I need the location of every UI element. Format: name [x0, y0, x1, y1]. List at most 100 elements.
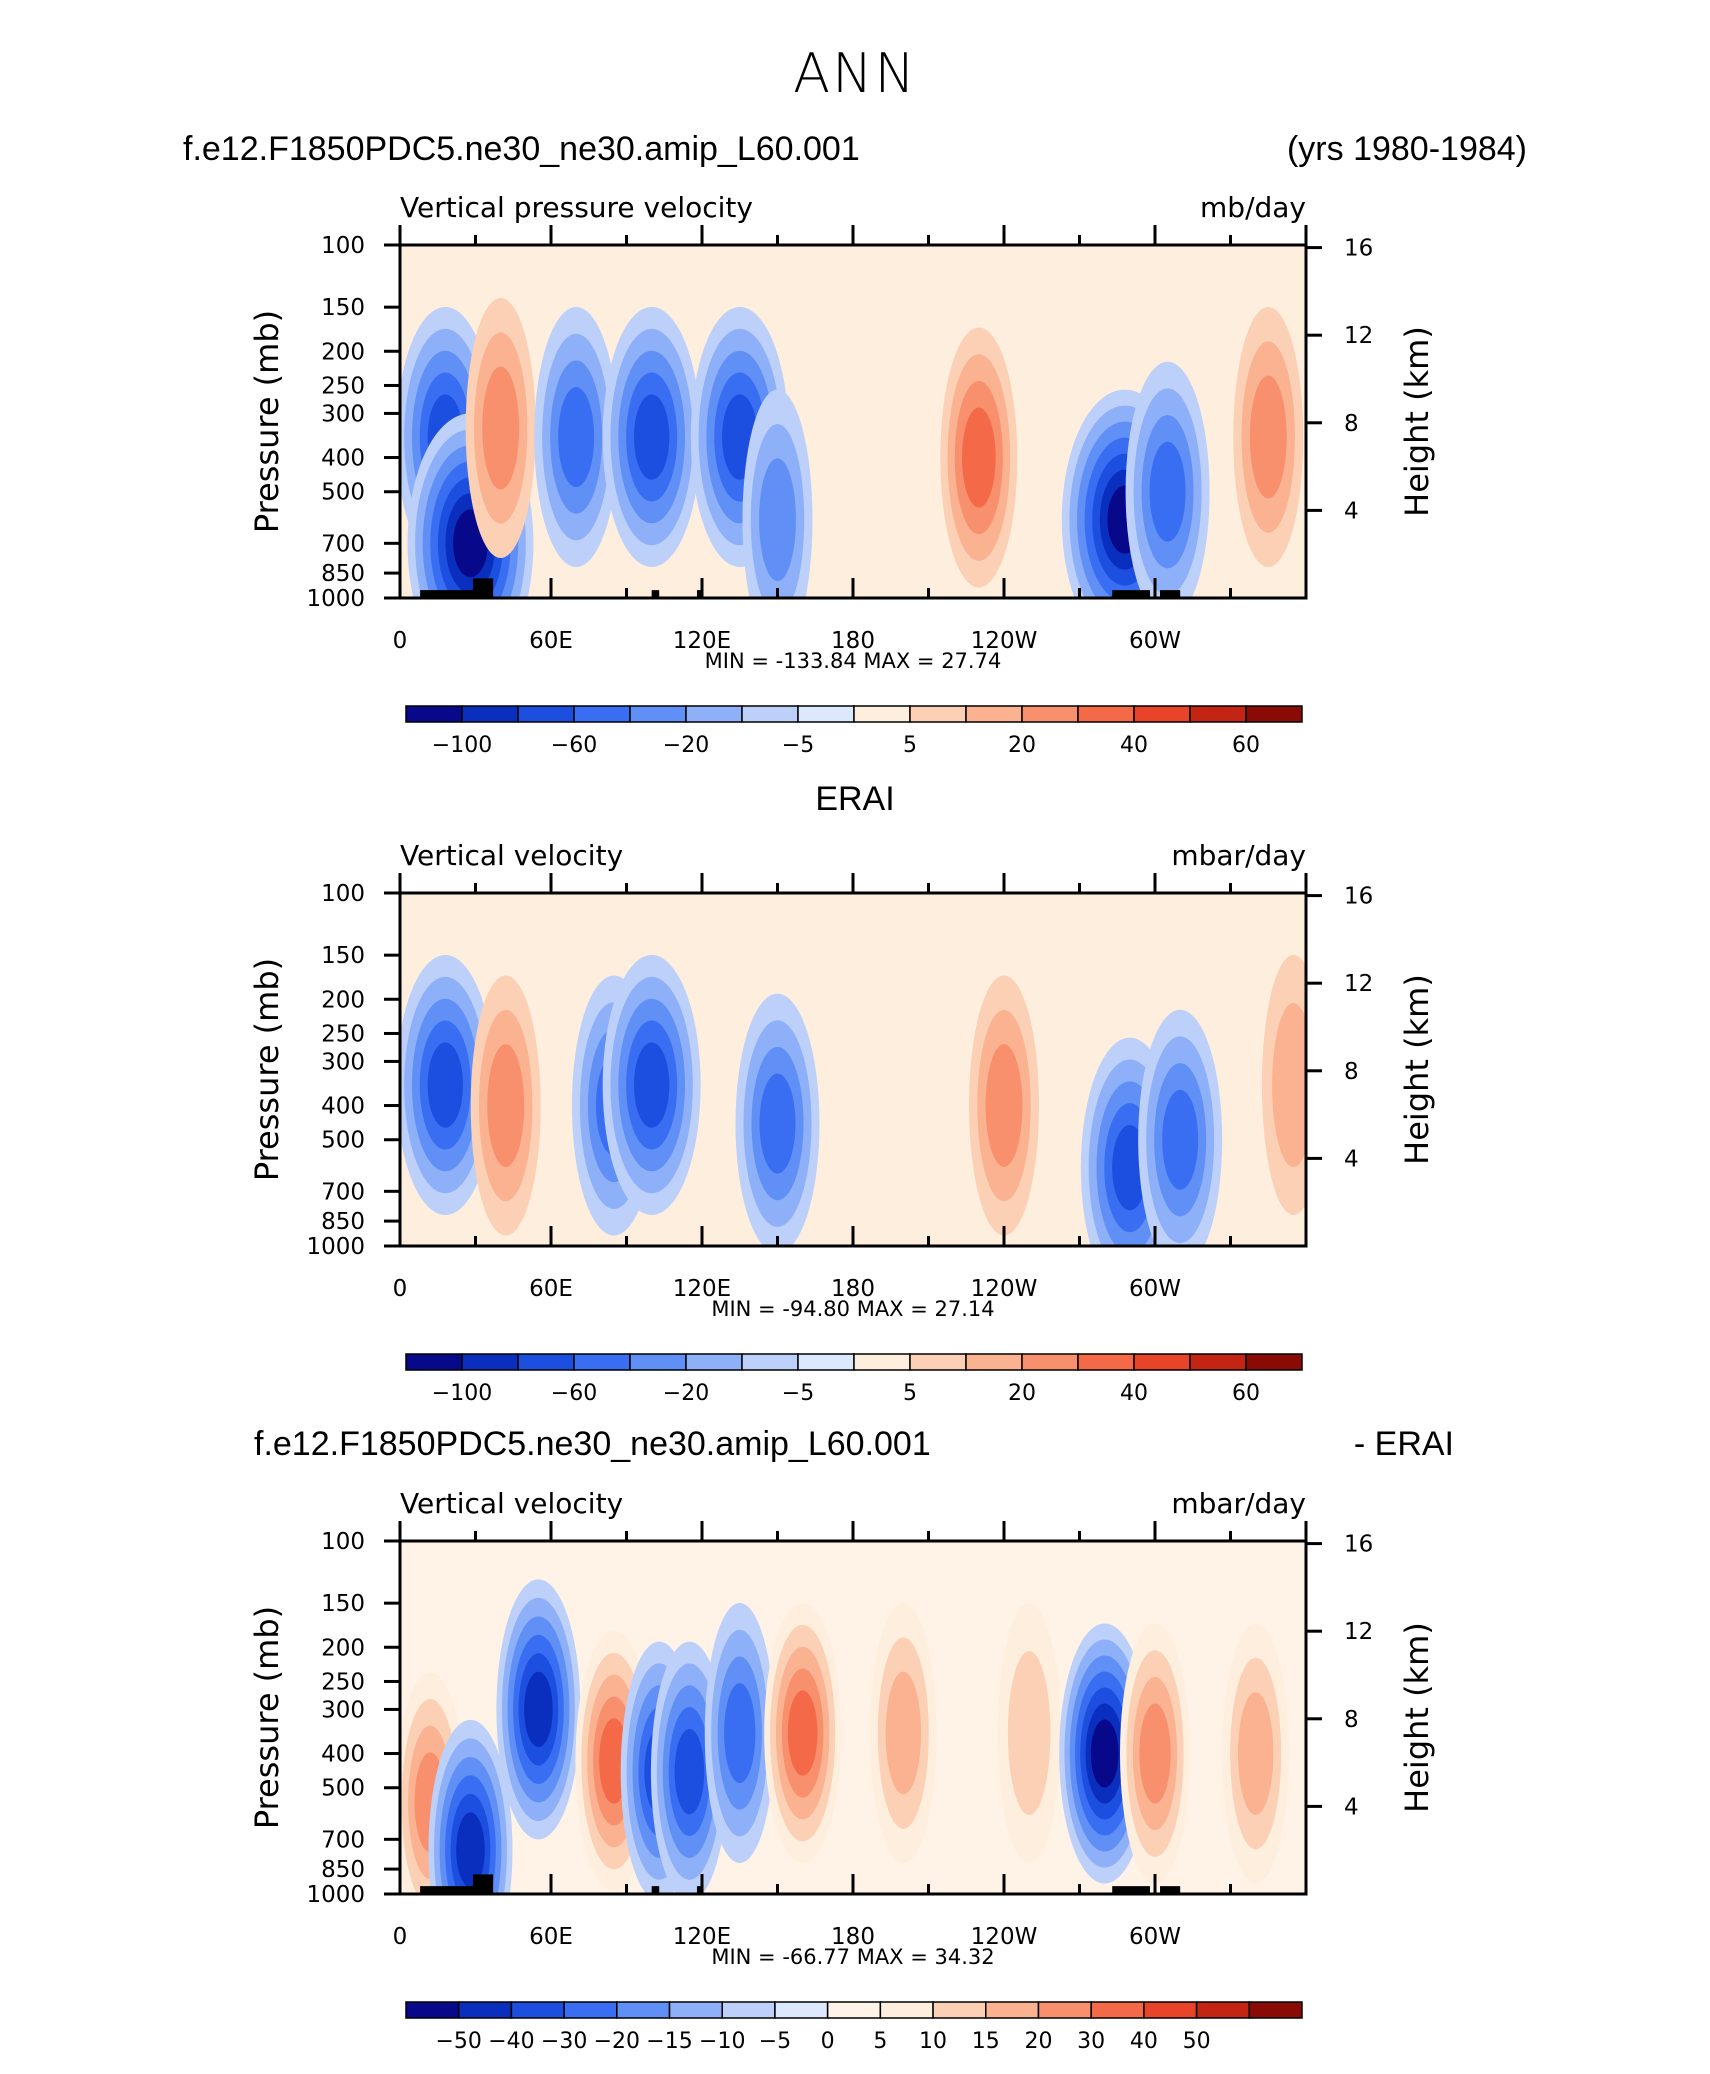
colorbar-swatch	[573, 705, 631, 723]
contour-band	[487, 1044, 525, 1167]
colorbar-label: −20	[663, 733, 709, 755]
min-max-label: MIN = -66.77 MAX = 34.32	[711, 1945, 994, 1969]
x-tick-label: 120W	[971, 628, 1038, 654]
pressure-tick-label: 500	[321, 480, 365, 506]
units-label: mb/day	[1200, 191, 1306, 224]
panel3-case-name: f.e12.F1850PDC5.ne30_ne30.amip_L60.001	[254, 1425, 931, 1463]
pressure-tick-label: 100	[321, 1529, 365, 1555]
panel2-dataset-name: ERAI	[815, 780, 895, 818]
colorbar-swatch	[1189, 705, 1247, 723]
topography-block	[1112, 1886, 1150, 1894]
x-tick-label: 120E	[673, 1924, 731, 1950]
pressure-tick-label: 850	[321, 1209, 365, 1235]
contour-band	[724, 1683, 756, 1784]
pressure-tick-label: 150	[321, 295, 365, 321]
height-tick-label: 4	[1344, 498, 1359, 524]
pressure-tick-label: 250	[321, 1021, 365, 1047]
colorbar-swatch	[1021, 705, 1079, 723]
colorbar-swatch	[573, 1353, 631, 1371]
panel3-minus-label: - ERAI	[1353, 1425, 1454, 1463]
contour-field	[400, 1541, 1306, 1894]
colorbar-swatch	[853, 1353, 911, 1371]
colorbar-swatch	[1133, 1353, 1191, 1371]
pressure-tick-label: 100	[321, 881, 365, 907]
colorbar-label: −60	[551, 1381, 597, 1403]
x-tick-label: 60E	[529, 1276, 573, 1302]
contour-band	[456, 1812, 485, 1888]
colorbar-label: 20	[1024, 2029, 1052, 2051]
colorbar-swatch	[1245, 1353, 1303, 1371]
height-tick-label: 4	[1344, 1794, 1359, 1820]
colorbar-swatch	[1090, 2001, 1145, 2019]
y-axis-title-pressure: Pressure (mb)	[248, 958, 286, 1181]
contour-band	[1007, 1651, 1051, 1816]
contour-band	[787, 1690, 818, 1776]
colorbar-label: 20	[1008, 1381, 1036, 1403]
contour-band	[759, 1073, 796, 1174]
topography-block	[651, 590, 660, 598]
colorbar-swatch	[1077, 1353, 1135, 1371]
topography-block	[696, 1886, 702, 1894]
colorbar-label: 50	[1183, 2029, 1211, 2051]
x-tick-label: 180	[831, 1924, 875, 1950]
pressure-tick-label: 400	[321, 1742, 365, 1768]
topography-block	[420, 590, 476, 598]
pressure-tick-label: 250	[321, 373, 365, 399]
y-axis-title-height: Height (km)	[1398, 974, 1436, 1165]
pressure-tick-label: 300	[321, 1049, 365, 1075]
colorbar-label: 5	[873, 2029, 887, 2051]
colorbar-label: 40	[1130, 2029, 1158, 2051]
colorbar-label: −20	[594, 2029, 640, 2051]
height-tick-label: 16	[1344, 1532, 1373, 1558]
pressure-tick-label: 250	[321, 1669, 365, 1695]
colorbar-swatch	[405, 1353, 463, 1371]
panel1-years: (yrs 1980-1984)	[1286, 130, 1527, 168]
contour-band	[1090, 1719, 1119, 1788]
topography-block	[651, 1886, 660, 1894]
x-tick-label: 60W	[1129, 1276, 1181, 1302]
colorbar-swatch	[879, 2001, 934, 2019]
height-tick-label: 16	[1344, 236, 1373, 262]
colorbar-swatch	[629, 1353, 687, 1371]
contour-band	[962, 407, 996, 508]
colorbar-label: 30	[1077, 2029, 1105, 2051]
colorbar-swatch	[985, 2001, 1040, 2019]
x-tick-label: 0	[393, 628, 408, 654]
colorbar-swatch	[797, 705, 855, 723]
colorbar-label: 10	[919, 2029, 947, 2051]
pressure-tick-label: 1000	[306, 586, 365, 612]
colorbar-swatch	[909, 1353, 967, 1371]
colorbar-label: 40	[1120, 733, 1148, 755]
colorbar-label: 0	[821, 2029, 835, 2051]
colorbar-swatch	[510, 2001, 565, 2019]
panel-3-difference: Vertical velocity mbar/day100150200250300…	[248, 1487, 1436, 2051]
x-tick-label: 120W	[971, 1924, 1038, 1950]
topography-block	[1160, 590, 1181, 598]
colorbar-swatch	[1245, 705, 1303, 723]
x-tick-label: 180	[831, 1276, 875, 1302]
contour-band	[1272, 1003, 1306, 1168]
pressure-tick-label: 100	[321, 233, 365, 259]
pressure-tick-label: 150	[321, 943, 365, 969]
contour-band	[633, 1042, 670, 1128]
colorbar-swatch	[853, 705, 911, 723]
colorbar-swatch	[965, 1353, 1023, 1371]
x-tick-label: 60W	[1129, 628, 1181, 654]
colorbar-swatch	[965, 705, 1023, 723]
colorbar-swatch	[1021, 1353, 1079, 1371]
colorbar-swatch	[461, 1353, 519, 1371]
contour-band	[633, 394, 670, 480]
colorbar-swatch	[685, 1353, 743, 1371]
pressure-tick-label: 400	[321, 1094, 365, 1120]
height-tick-label: 8	[1344, 411, 1359, 437]
topography-block	[420, 1886, 476, 1894]
colorbar-swatch	[685, 705, 743, 723]
contour-band	[427, 1042, 464, 1128]
colorbar-swatch	[1248, 2001, 1303, 2019]
colorbar-label: −10	[699, 2029, 745, 2051]
height-tick-label: 8	[1344, 1059, 1359, 1085]
colorbar-swatch	[457, 2001, 513, 2019]
colorbar-swatch	[405, 2001, 460, 2019]
x-tick-label: 60E	[529, 628, 573, 654]
x-tick-label: 60W	[1129, 1924, 1181, 1950]
